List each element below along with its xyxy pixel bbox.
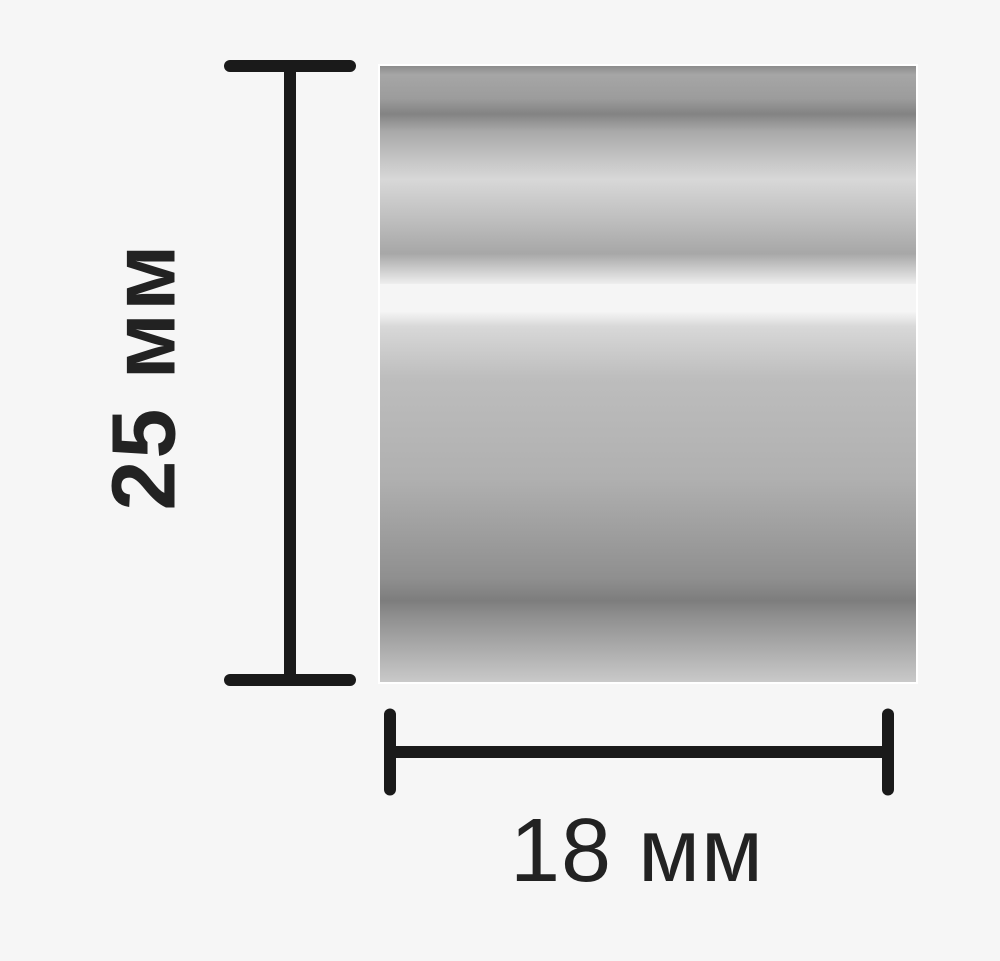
height-label: 25 мм	[94, 197, 197, 557]
figure: { "canvas": { "w": 1000, "h": 961, "bg":…	[0, 0, 1000, 961]
width-label: 18 мм	[510, 800, 764, 903]
